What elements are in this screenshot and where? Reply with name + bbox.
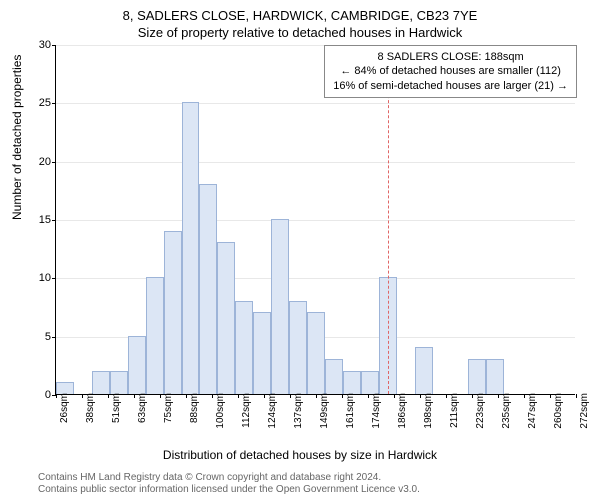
x-tick-mark xyxy=(316,394,317,398)
y-tick-mark xyxy=(52,162,56,163)
x-tick-mark xyxy=(446,394,447,398)
x-tick-mark xyxy=(498,394,499,398)
attribution-line2: Contains public sector information licen… xyxy=(38,484,420,496)
histogram-bar xyxy=(468,359,486,394)
y-tick-mark xyxy=(52,45,56,46)
x-tick-label: 161sqm xyxy=(345,393,356,429)
x-tick-mark xyxy=(290,394,291,398)
x-tick-label: 149sqm xyxy=(319,393,330,429)
x-tick-mark xyxy=(56,394,57,398)
x-tick-mark xyxy=(550,394,551,398)
x-axis-label: Distribution of detached houses by size … xyxy=(0,448,600,462)
y-tick-label: 30 xyxy=(26,39,51,51)
info-box: 8 SADLERS CLOSE: 188sqm ← 84% of detache… xyxy=(324,45,577,98)
x-tick-label: 174sqm xyxy=(371,393,382,429)
histogram-bar xyxy=(199,184,217,394)
histogram-bar xyxy=(92,371,110,394)
x-tick-mark xyxy=(134,394,135,398)
y-tick-label: 5 xyxy=(26,331,51,343)
histogram-bar xyxy=(217,242,235,394)
x-tick-mark xyxy=(82,394,83,398)
x-tick-mark xyxy=(186,394,187,398)
x-tick-label: 211sqm xyxy=(449,393,460,428)
histogram-bar xyxy=(415,347,433,394)
histogram-bar xyxy=(361,371,379,394)
chart-title-sub: Size of property relative to detached ho… xyxy=(0,23,600,40)
histogram-bar xyxy=(146,277,164,394)
grid-line xyxy=(56,162,575,163)
x-tick-label: 198sqm xyxy=(423,393,434,429)
attribution-text: Contains HM Land Registry data © Crown c… xyxy=(38,472,420,496)
grid-line xyxy=(56,103,575,104)
x-tick-label: 63sqm xyxy=(137,393,148,423)
histogram-bar xyxy=(307,312,325,394)
y-tick-label: 0 xyxy=(26,389,51,401)
x-tick-mark xyxy=(420,394,421,398)
y-tick-label: 20 xyxy=(26,156,51,168)
x-tick-label: 88sqm xyxy=(189,393,200,423)
histogram-bar xyxy=(182,102,200,394)
histogram-bar xyxy=(128,336,146,394)
x-tick-label: 247sqm xyxy=(527,393,538,429)
y-tick-mark xyxy=(52,220,56,221)
x-tick-mark xyxy=(264,394,265,398)
x-tick-mark xyxy=(238,394,239,398)
x-tick-label: 112sqm xyxy=(241,393,252,428)
x-tick-label: 137sqm xyxy=(293,393,304,429)
y-tick-mark xyxy=(52,103,56,104)
grid-line xyxy=(56,278,575,279)
x-tick-label: 223sqm xyxy=(475,393,486,429)
y-tick-mark xyxy=(52,278,56,279)
y-tick-label: 15 xyxy=(26,214,51,226)
x-tick-label: 75sqm xyxy=(163,393,174,423)
x-tick-mark xyxy=(576,394,577,398)
x-tick-label: 186sqm xyxy=(397,393,408,429)
histogram-bar xyxy=(486,359,504,394)
y-tick-mark xyxy=(52,337,56,338)
histogram-bar xyxy=(235,301,253,394)
attribution-line1: Contains HM Land Registry data © Crown c… xyxy=(38,472,420,484)
histogram-bar xyxy=(343,371,361,394)
x-tick-mark xyxy=(368,394,369,398)
x-tick-label: 260sqm xyxy=(553,393,564,429)
y-tick-label: 25 xyxy=(26,97,51,109)
x-tick-mark xyxy=(342,394,343,398)
x-tick-label: 38sqm xyxy=(85,393,96,423)
x-tick-label: 100sqm xyxy=(215,393,226,429)
x-tick-label: 26sqm xyxy=(59,393,70,423)
x-tick-mark xyxy=(108,394,109,398)
x-tick-label: 235sqm xyxy=(501,393,512,429)
info-box-line1: 8 SADLERS CLOSE: 188sqm xyxy=(333,50,568,64)
histogram-bar xyxy=(325,359,343,394)
x-tick-mark xyxy=(212,394,213,398)
y-axis-label: Number of detached properties xyxy=(10,55,24,220)
histogram-bar xyxy=(110,371,128,394)
histogram-bar xyxy=(164,231,182,394)
chart-title-main: 8, SADLERS CLOSE, HARDWICK, CAMBRIDGE, C… xyxy=(0,0,600,23)
x-tick-label: 51sqm xyxy=(111,393,122,423)
y-tick-label: 10 xyxy=(26,272,51,284)
histogram-bar xyxy=(289,301,307,394)
x-tick-mark xyxy=(160,394,161,398)
x-tick-mark xyxy=(524,394,525,398)
info-box-line2: ← 84% of detached houses are smaller (11… xyxy=(333,64,568,78)
x-tick-label: 272sqm xyxy=(579,393,590,429)
x-tick-mark xyxy=(394,394,395,398)
histogram-bar xyxy=(253,312,271,394)
histogram-bar xyxy=(271,219,289,394)
info-box-line3: 16% of semi-detached houses are larger (… xyxy=(333,79,568,93)
x-tick-label: 124sqm xyxy=(267,393,278,429)
grid-line xyxy=(56,220,575,221)
x-tick-mark xyxy=(472,394,473,398)
